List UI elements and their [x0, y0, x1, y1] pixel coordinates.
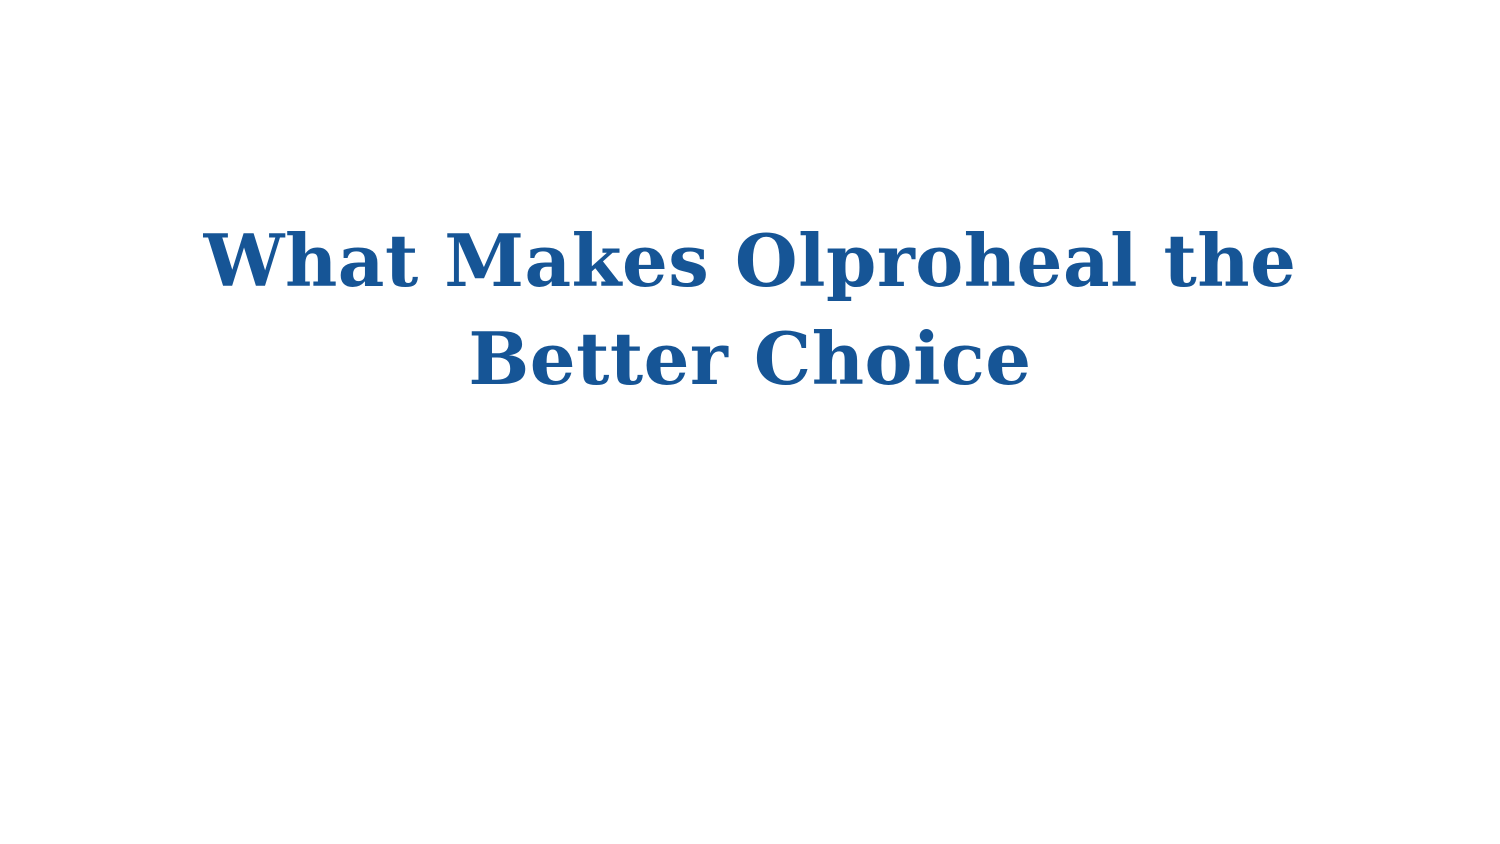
slide-title: What Makes Olproheal the Better Choice [150, 212, 1350, 408]
slide-title-line-1: What Makes Olproheal the [203, 218, 1297, 303]
slide-title-line-2: Better Choice [468, 316, 1032, 401]
